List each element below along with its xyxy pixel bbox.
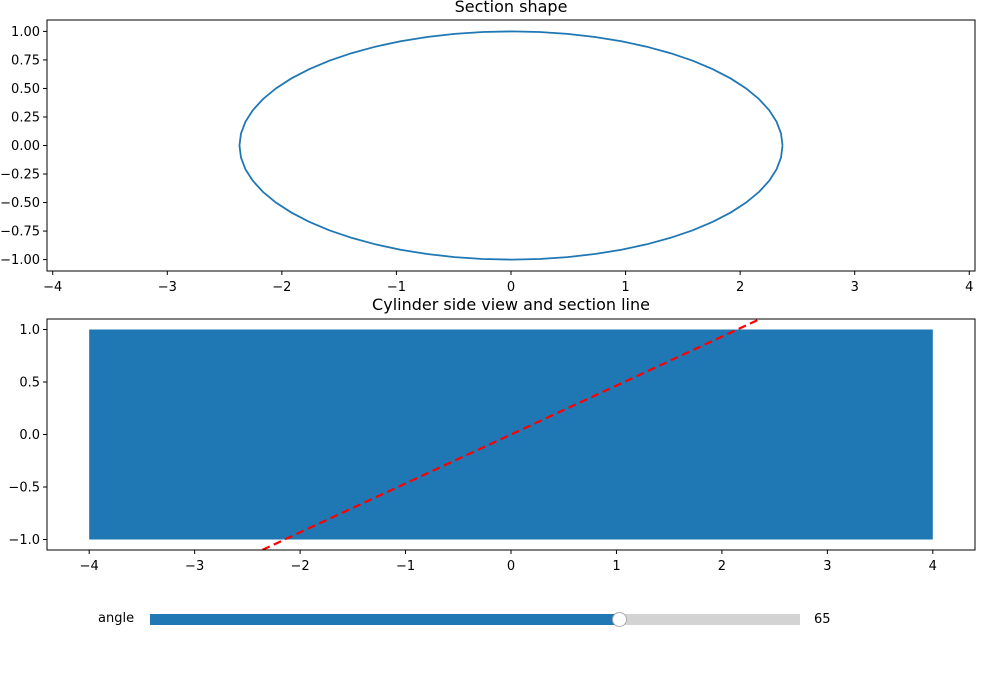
y-tick-label: 1.0: [19, 323, 40, 338]
cylinder-rectangle: [89, 329, 933, 540]
y-tick-label: −0.5: [8, 481, 40, 496]
y-tick-label: −1.00: [0, 253, 40, 268]
x-tick-label: 1: [612, 559, 620, 574]
x-tick-label: 1: [621, 280, 629, 295]
y-tick-label: 0.75: [11, 53, 40, 68]
x-tick-label: −4: [43, 280, 62, 295]
x-tick-label: 4: [929, 559, 937, 574]
y-tick-label: 0.25: [11, 110, 40, 125]
x-tick-label: 0: [507, 559, 515, 574]
x-tick-label: 2: [718, 559, 726, 574]
x-tick-label: −2: [272, 280, 291, 295]
x-tick-label: −4: [80, 559, 99, 574]
x-tick-label: −1: [387, 280, 406, 295]
x-tick-label: 2: [736, 280, 744, 295]
x-tick-label: −1: [396, 559, 415, 574]
x-tick-label: 0: [507, 280, 515, 295]
x-tick-label: −3: [185, 559, 204, 574]
y-tick-label: −0.50: [0, 196, 40, 211]
axes-frame-cylinder: [46, 318, 976, 551]
angle-slider[interactable]: [150, 612, 800, 627]
y-tick-label: −1.0: [8, 533, 40, 548]
y-tick-label: 0.00: [11, 139, 40, 154]
y-tick-label: −0.25: [0, 168, 40, 183]
y-tick-label: 0.5: [19, 376, 40, 391]
axes-section-shape: Section shape 1.00 0.75 0.50 0.25 0.00 −0.25 −…: [0, 0, 976, 295]
y-tick-label: 1.00: [11, 25, 40, 40]
slider-label: angle: [98, 611, 135, 626]
x-tick-label: 3: [851, 280, 859, 295]
ellipse-series: [238, 30, 784, 261]
chart-title-cylinder: Cylinder side view and section line: [372, 295, 650, 314]
slider-handle[interactable]: [612, 612, 628, 627]
x-tick-label: 3: [823, 559, 831, 574]
y-tick-label: 0.50: [11, 82, 40, 97]
y-tick-label: 0.0: [19, 428, 40, 443]
x-tick-label: −3: [158, 280, 177, 295]
y-tick-label: −0.75: [0, 225, 40, 240]
slider-fill: [150, 614, 620, 625]
x-tick-label: −2: [291, 559, 310, 574]
axes-frame-section-shape: [46, 19, 976, 272]
axes-cylinder-side-view: Cylinder side view and section line 1.0 0…: [8, 295, 976, 574]
chart-title-section-shape: Section shape: [455, 0, 568, 16]
slider-value: 65: [814, 612, 831, 627]
x-tick-label: 4: [965, 280, 973, 295]
